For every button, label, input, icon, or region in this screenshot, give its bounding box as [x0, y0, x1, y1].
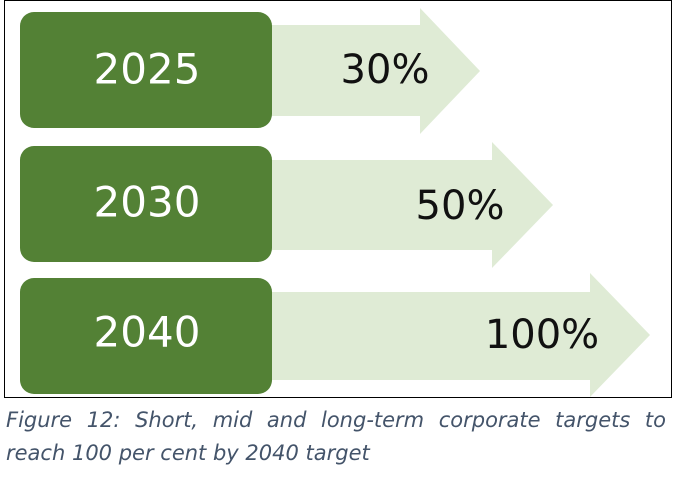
year-label: 2030	[94, 178, 201, 227]
year-box	[20, 278, 272, 394]
row: 2040 100%	[20, 273, 650, 397]
target-label: 50%	[416, 183, 505, 229]
year-label: 2040	[94, 308, 201, 357]
arrow	[260, 273, 650, 397]
year-box	[20, 146, 272, 262]
target-label: 100%	[485, 312, 599, 358]
arrow	[260, 142, 553, 268]
figure-frame	[4, 0, 672, 398]
diagram: 2025 30% 2030 50% 2040 100%	[20, 8, 650, 397]
arrow	[260, 8, 480, 134]
figure-caption: Figure 12: Short, mid and long-term corp…	[6, 408, 666, 465]
target-label: 30%	[341, 47, 430, 93]
row: 2025 30%	[20, 8, 480, 134]
year-box	[20, 12, 272, 128]
year-label: 2025	[94, 45, 201, 94]
row: 2030 50%	[20, 142, 553, 268]
